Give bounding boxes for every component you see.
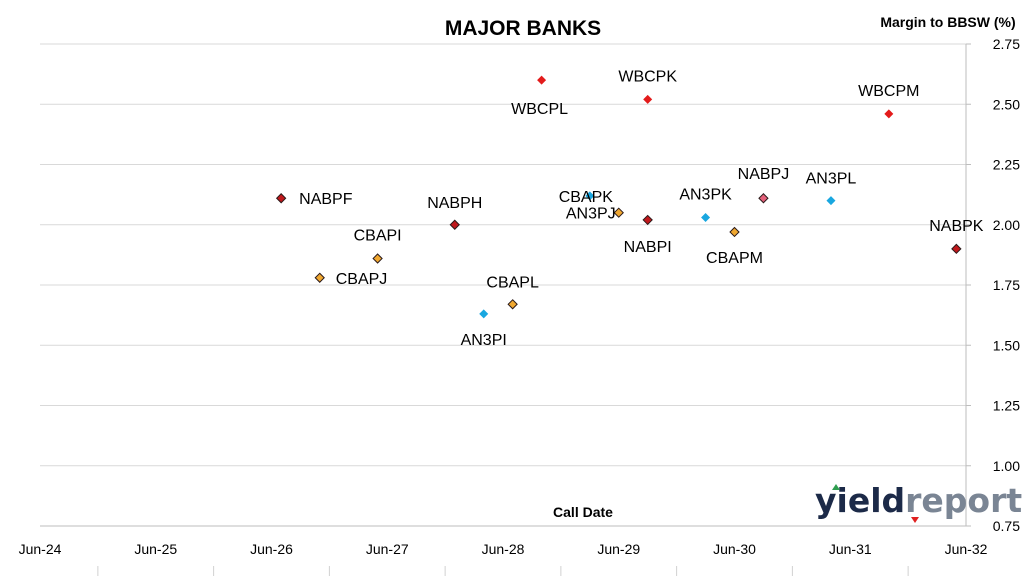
point-cbapm	[729, 226, 740, 238]
point-an3pj	[613, 207, 624, 218]
x-axis-title: Call Date	[553, 504, 613, 520]
y-axis-title: Margin to BBSW (%)	[880, 14, 1015, 30]
point-label-wbcpl: WBCPL	[511, 101, 568, 118]
y-tick-label: 1.25	[993, 398, 1020, 414]
x-tick-label: Jun-31	[829, 541, 872, 557]
y-tick-labels: 2.75 2.50 2.25 2.00 1.75 1.50 1.25 1.00 0.75	[993, 36, 1020, 534]
point-label-cbapk: CBAPK	[559, 189, 614, 206]
svg-text:yieldreport: yieldreport	[815, 481, 1022, 520]
y-tick-label: 1.50	[993, 337, 1020, 353]
point-nabph	[449, 219, 460, 230]
logo-up-arrow-icon	[832, 484, 840, 490]
point-nabpk	[951, 243, 962, 255]
yieldreport-logo: yieldreport	[815, 481, 1022, 523]
logo-text-yield: yield	[815, 481, 905, 520]
y-tick-label: 2.25	[993, 157, 1020, 173]
point-an3pl	[826, 196, 836, 206]
point-wbcpm	[884, 109, 894, 119]
chart-title: MAJOR BANKS	[445, 17, 601, 40]
data-points	[275, 75, 962, 319]
point-label-nabpi: NABPI	[624, 239, 672, 256]
x-tick-label: Jun-29	[597, 541, 640, 557]
point-cbapj	[314, 272, 325, 283]
point-an3pi	[479, 309, 489, 319]
point-label-cbapm: CBAPM	[706, 250, 763, 267]
point-label-nabpf: NABPF	[299, 191, 353, 208]
point-label-nabpj: NABPJ	[738, 166, 790, 183]
point-cbapl	[507, 299, 518, 310]
x-tick-label: Jun-24	[19, 541, 62, 557]
y-tick-label: 0.75	[993, 518, 1020, 534]
point-an3pk	[701, 213, 711, 223]
x-tick-label: Jun-26	[250, 541, 293, 557]
y-tick-label: 2.50	[993, 96, 1020, 112]
y-tick-label: 2.75	[993, 36, 1020, 52]
point-label-wbcpm: WBCPM	[858, 83, 919, 100]
x-tick-label: Jun-28	[482, 541, 525, 557]
point-cbapi	[372, 253, 383, 264]
point-wbcpl	[537, 75, 547, 85]
gridlines	[40, 43, 971, 576]
point-label-an3pl: AN3PL	[806, 171, 857, 188]
point-nabpf	[275, 193, 287, 204]
point-label-cbapl: CBAPL	[486, 274, 539, 291]
y-tick-label: 1.75	[993, 277, 1020, 293]
point-label-nabph: NABPH	[427, 195, 482, 212]
point-label-an3pi: AN3PI	[461, 332, 507, 349]
x-tick-label: Jun-27	[366, 541, 409, 557]
y-tick-label: 1.00	[993, 458, 1020, 474]
point-wbcpk	[643, 94, 653, 104]
point-label-cbapi: CBAPI	[354, 227, 402, 244]
point-label-an3pj: AN3PJ	[566, 206, 616, 223]
point-label-wbcpk: WBCPK	[618, 68, 677, 85]
logo-text-report: report	[905, 481, 1022, 520]
point-label-nabpk: NABPK	[929, 218, 984, 235]
x-tick-label: Jun-32	[945, 541, 988, 557]
logo-down-arrow-icon	[911, 517, 919, 523]
point-nabpi	[642, 214, 653, 226]
x-tick-label: Jun-25	[134, 541, 177, 557]
point-nabpj	[758, 193, 769, 204]
point-labels: NABPF CBAPJ CBAPI NABPH AN3PI CBAPL WBCPL CBAPK…	[299, 68, 984, 348]
point-cbapk	[585, 191, 595, 201]
x-tick-labels: Jun-24 Jun-25 Jun-26 Jun-27 Jun-28 Jun-29 Jun-…	[19, 541, 988, 557]
point-label-cbapj: CBAPJ	[336, 271, 388, 288]
y-tick-label: 2.00	[993, 217, 1020, 233]
point-label-an3pk: AN3PK	[679, 187, 732, 204]
x-tick-label: Jun-30	[713, 541, 756, 557]
